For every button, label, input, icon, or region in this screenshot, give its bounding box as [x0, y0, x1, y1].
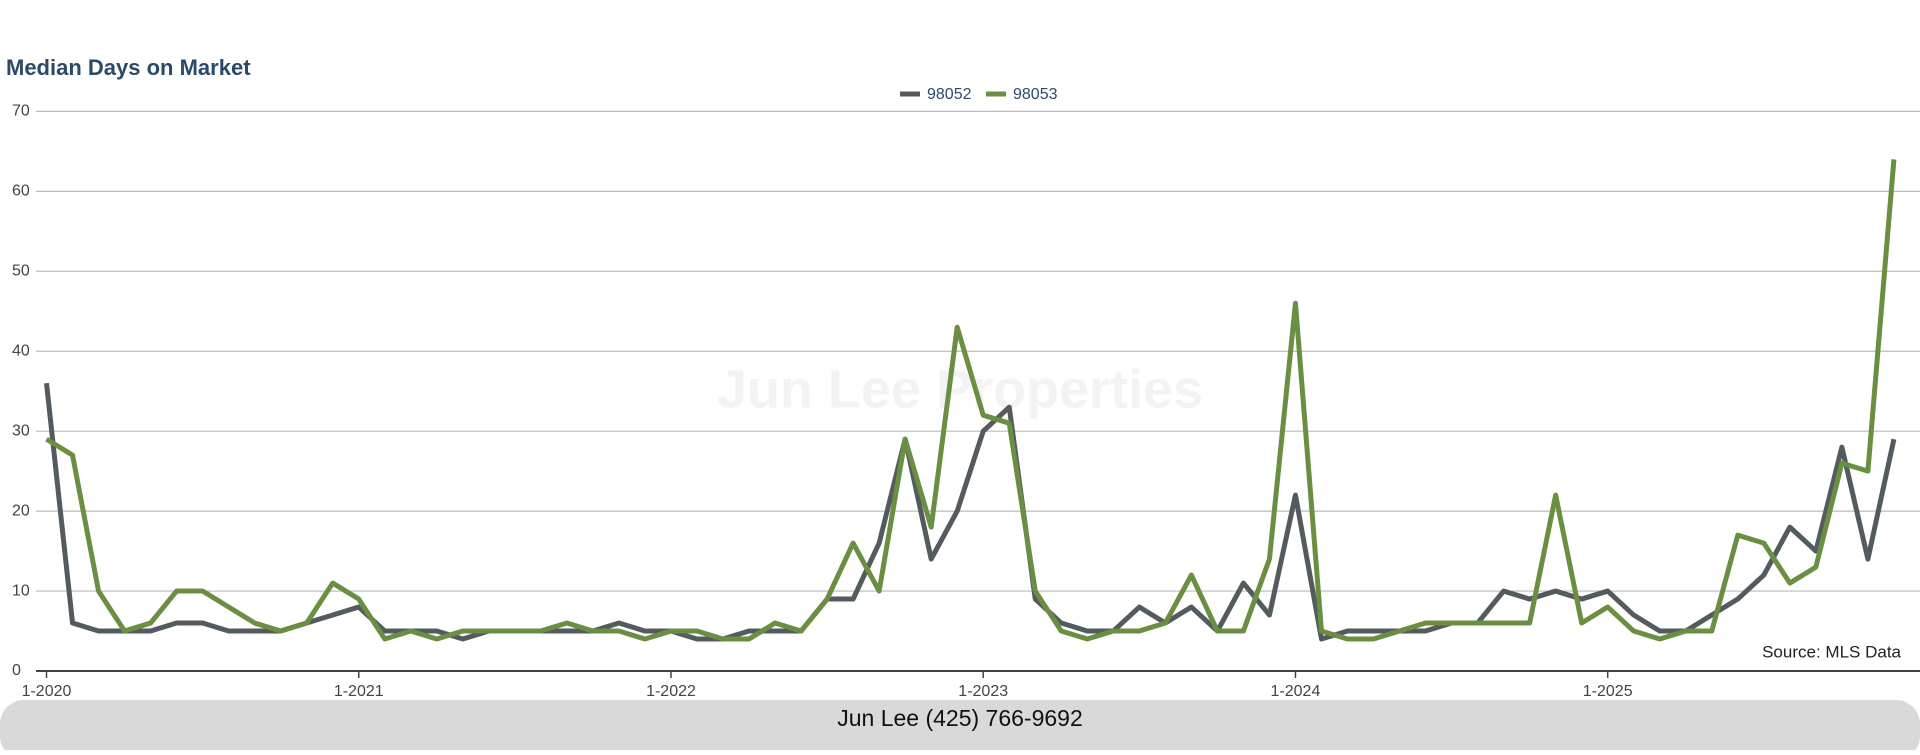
y-tick-label: 30: [12, 422, 30, 439]
x-tick-label: 1-2024: [1271, 683, 1321, 700]
chart-title: Median Days on Market: [6, 55, 251, 80]
footer-text: Jun Lee (425) 766-9692: [837, 705, 1083, 731]
y-tick-label: 10: [12, 582, 30, 599]
y-tick-label: 50: [12, 263, 30, 280]
y-tick-label: 60: [12, 183, 30, 200]
y-tick-label: 70: [12, 103, 30, 120]
x-tick-label: 1-2023: [958, 683, 1008, 700]
y-tick-label: 20: [12, 502, 30, 519]
y-tick-label: 0: [12, 662, 21, 679]
footer-band: [0, 700, 1920, 755]
series-line: [44, 382, 1897, 642]
legend-label: 98053: [1013, 86, 1058, 103]
x-tick-label: 1-2025: [1583, 683, 1633, 700]
series-line: [45, 159, 1897, 642]
source-note: Source: MLS Data: [1762, 642, 1901, 661]
x-tick-label: 1-2022: [646, 683, 696, 700]
x-tick-label: 1-2020: [22, 683, 72, 700]
watermark: Jun Lee Properties: [717, 359, 1203, 419]
y-tick-label: 40: [12, 342, 30, 359]
x-tick-label: 1-2021: [334, 683, 384, 700]
legend-label: 98052: [927, 86, 972, 103]
